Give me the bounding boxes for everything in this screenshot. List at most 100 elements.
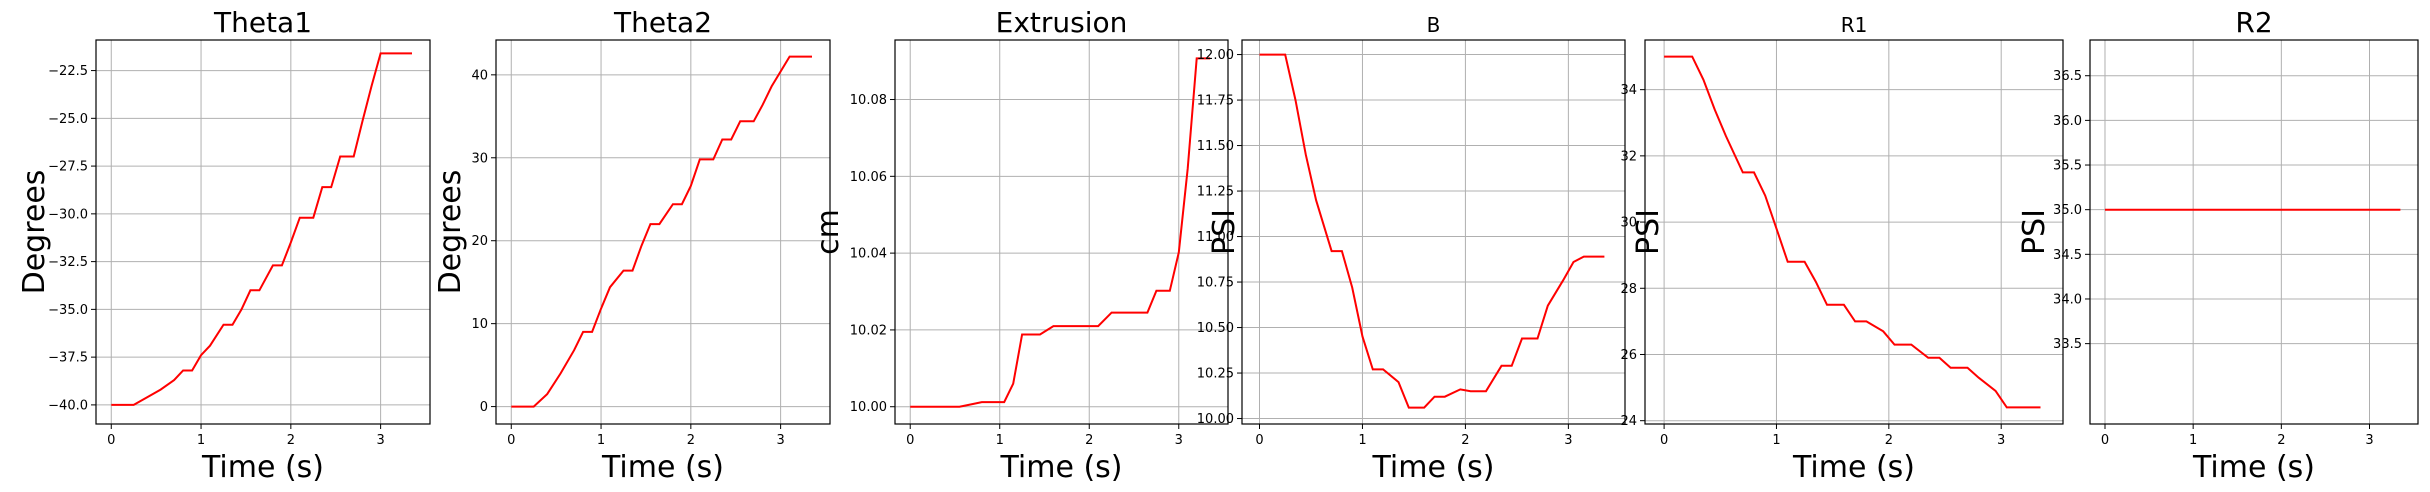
subplot-4: 0 1 2 3 10.00 10.25 10.50 10.75 11.00 11.25 11.50 1… xyxy=(1197,13,1626,485)
y-tick-label: −22.5 xyxy=(48,64,88,79)
x-tick-label: 0 xyxy=(507,433,515,448)
x-tick-label: 3 xyxy=(1564,433,1572,448)
x-tick-label: 2 xyxy=(2277,433,2285,448)
chart-title: Extrusion xyxy=(996,6,1128,39)
chart-title: Theta2 xyxy=(613,6,712,39)
series-line xyxy=(1259,53,1605,409)
x-axis-label: Time (s) xyxy=(201,450,324,485)
y-axis-label: Degrees xyxy=(433,170,468,295)
y-tick-label: 34.0 xyxy=(2053,292,2082,307)
series-line xyxy=(111,52,412,406)
y-axis-label: PSI xyxy=(1631,209,1666,255)
axes-frame xyxy=(2089,39,2419,425)
x-tick-label: 0 xyxy=(906,433,914,448)
y-axis-label: Degrees xyxy=(17,170,52,295)
x-tick-label: 1 xyxy=(1772,433,1780,448)
y-tick-label: −30.0 xyxy=(48,207,88,222)
x-tick-label: 1 xyxy=(197,433,205,448)
series-line xyxy=(511,55,812,408)
y-tick-label: 10.25 xyxy=(1197,367,1234,382)
x-tick-label: 1 xyxy=(2189,433,2197,448)
x-axis-label: Time (s) xyxy=(2192,450,2315,485)
subplot-5: 0 1 2 3 24 26 28 30 32 34 R1 Time (s) PSI xyxy=(1620,13,2064,485)
x-tick-label: 3 xyxy=(2365,433,2373,448)
axes-frame xyxy=(894,39,1229,425)
y-tick-label: 10.02 xyxy=(850,323,887,338)
axes-frame xyxy=(1241,39,1626,425)
x-tick-label: 3 xyxy=(1997,433,2005,448)
axes-frame xyxy=(1644,39,2064,425)
y-tick-label: 36.0 xyxy=(2053,114,2082,129)
y-tick-label: 11.50 xyxy=(1197,139,1234,154)
y-tick-label: −35.0 xyxy=(48,303,88,318)
x-tick-label: 0 xyxy=(1660,433,1668,448)
y-tick-label: −25.0 xyxy=(48,112,88,127)
y-tick-label: 10.50 xyxy=(1197,321,1234,336)
x-axis-label: Time (s) xyxy=(1000,450,1123,485)
subplot-1: 0 1 2 3 −40.0 −37.5 −35.0 −32.5 −30.0 −27.5 −25.0 −… xyxy=(17,6,431,485)
y-tick-label: 36.5 xyxy=(2053,69,2082,84)
y-tick-label: 20 xyxy=(471,234,488,249)
x-tick-label: 0 xyxy=(107,433,115,448)
y-axis-label: PSI xyxy=(2017,209,2052,255)
y-tick-label: 34 xyxy=(1620,83,1637,98)
y-tick-label: −27.5 xyxy=(48,160,88,175)
x-tick-label: 2 xyxy=(1085,433,1093,448)
y-tick-label: 10.00 xyxy=(850,400,887,415)
chart-title: Theta1 xyxy=(213,6,312,39)
y-tick-label: 30 xyxy=(471,151,488,166)
x-tick-label: 2 xyxy=(287,433,295,448)
x-axis-label: Time (s) xyxy=(1792,450,1915,485)
x-tick-label: 2 xyxy=(1885,433,1893,448)
y-tick-label: 28 xyxy=(1620,282,1637,297)
y-axis-label: cm xyxy=(811,209,846,255)
y-tick-label: 11.75 xyxy=(1197,94,1234,109)
y-tick-label: −40.0 xyxy=(48,398,88,413)
subplot-6: 0 1 2 3 33.5 34.0 34.5 35.0 35.5 36.0 36.5 R2 Time (… xyxy=(2017,6,2419,485)
series-line xyxy=(1664,55,2041,409)
x-tick-label: 0 xyxy=(2101,433,2109,448)
x-tick-label: 3 xyxy=(1175,433,1183,448)
y-tick-label: −37.5 xyxy=(48,351,88,366)
y-tick-label: 10 xyxy=(471,317,488,332)
y-tick-label: 32 xyxy=(1620,149,1637,164)
y-tick-label: 35.5 xyxy=(2053,159,2082,174)
x-tick-label: 2 xyxy=(1461,433,1469,448)
y-tick-label: 40 xyxy=(471,68,488,83)
y-tick-label: 11.00 xyxy=(1197,230,1234,245)
y-tick-label: 11.25 xyxy=(1197,185,1234,200)
y-tick-label: 12.00 xyxy=(1197,48,1234,63)
axes-frame xyxy=(95,39,431,425)
x-tick-label: 1 xyxy=(996,433,1004,448)
x-tick-label: 3 xyxy=(776,433,784,448)
y-tick-label: 35.0 xyxy=(2053,203,2082,218)
series-line xyxy=(910,57,1211,408)
y-tick-label: 0 xyxy=(480,400,488,415)
y-tick-label: 10.04 xyxy=(850,247,887,262)
y-tick-label: 10.00 xyxy=(1197,412,1234,427)
y-tick-label: 33.5 xyxy=(2053,337,2082,352)
subplot-3: 0 1 2 3 10.00 10.02 10.04 10.06 10.08 Extrusion Ti… xyxy=(811,6,1229,485)
chart-title: R2 xyxy=(2235,6,2272,39)
x-tick-label: 1 xyxy=(1358,433,1366,448)
x-axis-label: Time (s) xyxy=(601,450,724,485)
x-tick-label: 1 xyxy=(597,433,605,448)
y-tick-label: 10.06 xyxy=(850,170,887,185)
y-tick-label: 10.08 xyxy=(850,93,887,108)
y-tick-label: −32.5 xyxy=(48,255,88,270)
y-axis-label: PSI xyxy=(1207,209,1242,255)
x-tick-label: 2 xyxy=(687,433,695,448)
y-tick-label: 26 xyxy=(1620,348,1637,363)
y-tick-label: 24 xyxy=(1620,414,1637,429)
x-axis-label: Time (s) xyxy=(1372,450,1495,485)
x-tick-label: 0 xyxy=(1255,433,1263,448)
y-tick-label: 30 xyxy=(1620,216,1637,231)
x-tick-label: 3 xyxy=(376,433,384,448)
axes-frame xyxy=(495,39,831,425)
y-tick-label: 10.75 xyxy=(1197,276,1234,291)
y-tick-label: 34.5 xyxy=(2053,248,2082,263)
chart-title: R1 xyxy=(1841,13,1868,37)
chart-title: B xyxy=(1427,13,1441,37)
